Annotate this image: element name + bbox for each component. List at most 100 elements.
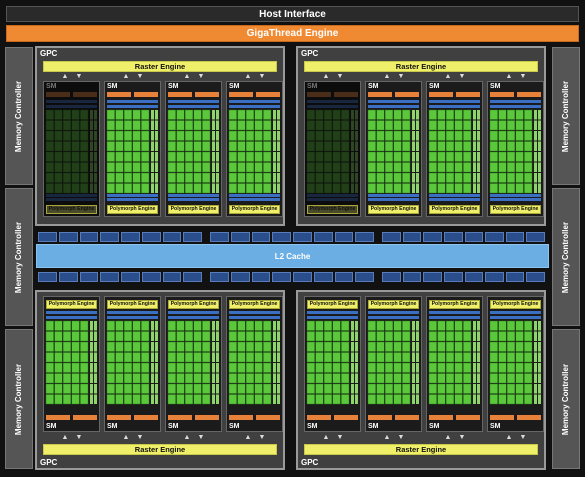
sm-label: SM: [168, 83, 179, 90]
sm-label: SM: [107, 423, 118, 430]
crossbar-segment: [230, 272, 250, 282]
sm-label: SM: [307, 83, 318, 90]
crossbar-segment: [526, 232, 545, 242]
arrow-down-icon: ▼: [197, 434, 205, 441]
raster-engine: Raster Engine: [43, 61, 277, 72]
polymorph-engine: Polymorph Engine: [168, 300, 219, 309]
sm-label: SM: [368, 83, 379, 90]
arrow-down-icon: ▼: [336, 434, 344, 441]
raster-engine: Raster Engine: [304, 61, 538, 72]
gpc-top-right: GPC Raster Engine ▲ ▼ SM Polymorph Engine ▲ ▼ SM…: [296, 46, 546, 226]
memory-controller: Memory Controller: [552, 47, 580, 185]
polymorph-engine: Polymorph Engine: [307, 300, 358, 309]
arrow-up-icon: ▲: [183, 73, 191, 80]
crossbar-segment: [210, 272, 229, 282]
sm-internals: [228, 92, 280, 201]
sm-internals: [367, 311, 419, 420]
arrow-up-icon: ▲: [505, 434, 513, 441]
polymorph-engine: Polymorph Engine: [368, 300, 419, 309]
raster-engine: Raster Engine: [43, 444, 277, 455]
streaming-multiprocessor: SM Polymorph Engine: [365, 81, 422, 217]
sm-label: SM: [490, 83, 501, 90]
memory-controller-label: Memory Controller: [561, 80, 571, 152]
sm-internals: [306, 92, 358, 201]
memory-controller-label: Memory Controller: [14, 80, 24, 152]
sm-label: SM: [46, 423, 57, 430]
gpc-label: GPC: [301, 49, 319, 58]
arrow-up-icon: ▲: [244, 73, 252, 80]
crossbar-segment: [313, 272, 333, 282]
crossbar-segment: [464, 272, 484, 282]
sm-internals: [367, 92, 419, 201]
polymorph-engine: Polymorph Engine: [490, 205, 541, 214]
crossbar-segment: [251, 272, 271, 282]
crossbar-segment: [121, 232, 140, 242]
crossbar-segment: [141, 232, 161, 242]
host-interface-label: Host Interface: [259, 8, 326, 20]
polymorph-engine: Polymorph Engine: [368, 205, 419, 214]
arrow-down-icon: ▼: [519, 434, 527, 441]
streaming-multiprocessor: SM Polymorph Engine: [304, 296, 361, 432]
sm-label: SM: [429, 423, 440, 430]
arrow-down-icon: ▼: [75, 73, 83, 80]
arrow-down-icon: ▼: [458, 73, 466, 80]
streaming-multiprocessor: SM Polymorph Engine: [104, 296, 161, 432]
crossbar-segment: [58, 232, 78, 242]
polymorph-engine: Polymorph Engine: [107, 205, 158, 214]
memory-controller-label: Memory Controller: [14, 363, 24, 435]
memory-controller-label: Memory Controller: [14, 221, 24, 293]
arrow-up-icon: ▲: [444, 73, 452, 80]
crossbar-segment: [210, 232, 229, 242]
l2-cache-label: L2 Cache: [274, 251, 311, 261]
crossbar-segment: [423, 272, 442, 282]
arrow-down-icon: ▼: [136, 434, 144, 441]
crossbar-segment: [334, 272, 354, 282]
gpc-bottom-left: GPC Raster Engine ▲ ▼ SM Polymorph Engine ▲ ▼ SM…: [35, 290, 285, 470]
streaming-multiprocessor: SM Polymorph Engine: [165, 81, 222, 217]
sm-internals: [428, 311, 480, 420]
polymorph-engine: Polymorph Engine: [107, 300, 158, 309]
arrow-up-icon: ▲: [383, 434, 391, 441]
sm-label: SM: [107, 83, 118, 90]
streaming-multiprocessor: SM Polymorph Engine: [487, 81, 544, 217]
crossbar-segment: [355, 232, 374, 242]
streaming-multiprocessor: SM Polymorph Engine: [43, 296, 100, 432]
arrow-down-icon: ▼: [136, 73, 144, 80]
polymorph-engine: Polymorph Engine: [429, 300, 480, 309]
gpc-bottom-right: GPC Raster Engine ▲ ▼ SM Polymorph Engine ▲ ▼ SM…: [296, 290, 546, 470]
crossbar-segment: [464, 232, 484, 242]
arrow-up-icon: ▲: [383, 73, 391, 80]
crossbar-segment: [485, 232, 504, 242]
streaming-multiprocessor: SM Polymorph Engine: [487, 296, 544, 432]
polymorph-engine: Polymorph Engine: [229, 300, 280, 309]
sm-internals: [228, 311, 280, 420]
sm-label: SM: [490, 423, 501, 430]
gpc-top-left: GPC Raster Engine ▲ ▼ SM Polymorph Engine ▲ ▼ SM…: [35, 46, 285, 226]
crossbar-segment: [293, 232, 312, 242]
crossbar-segment: [443, 272, 463, 282]
crossbar-segment: [505, 272, 525, 282]
arrow-up-icon: ▲: [61, 434, 69, 441]
crossbar-segment: [100, 232, 119, 242]
memory-controller: Memory Controller: [552, 188, 580, 326]
polymorph-engine: Polymorph Engine: [307, 205, 358, 214]
arrow-down-icon: ▼: [336, 73, 344, 80]
streaming-multiprocessor: SM Polymorph Engine: [226, 296, 283, 432]
streaming-multiprocessor: SM Polymorph Engine: [426, 296, 483, 432]
streaming-multiprocessor: SM Polymorph Engine: [43, 81, 100, 217]
crossbar-segment: [230, 232, 250, 242]
sm-internals: [167, 311, 219, 420]
polymorph-engine: Polymorph Engine: [229, 205, 280, 214]
sm-label: SM: [429, 83, 440, 90]
sm-internals: [45, 92, 97, 201]
sm-label: SM: [46, 83, 57, 90]
crossbar-segment: [293, 272, 312, 282]
crossbar-segment: [162, 232, 182, 242]
gpc-label: GPC: [40, 458, 58, 467]
arrow-down-icon: ▼: [75, 434, 83, 441]
arrow-up-icon: ▲: [322, 73, 330, 80]
sm-internals: [306, 311, 358, 420]
crossbar-segment: [272, 272, 291, 282]
gpc-label: GPC: [301, 458, 319, 467]
